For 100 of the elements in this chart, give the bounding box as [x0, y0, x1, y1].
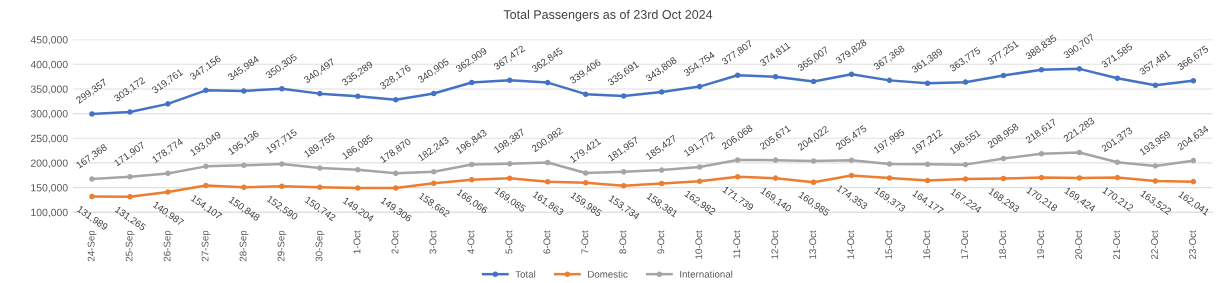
point	[506, 77, 513, 84]
y-tick-label: 450,000	[30, 36, 68, 45]
point	[165, 101, 171, 107]
point	[127, 194, 133, 200]
point	[1076, 175, 1083, 181]
x-tick-label: 23-Oct	[1189, 230, 1196, 259]
x-tick-label: 9-Oct	[657, 230, 665, 254]
point	[203, 182, 209, 189]
y-tick-label: 300,000	[30, 110, 68, 119]
point	[696, 164, 703, 170]
point	[241, 88, 247, 94]
point	[1152, 82, 1159, 89]
x-tick-label: 2-Oct	[391, 230, 399, 254]
point	[1190, 178, 1197, 185]
point	[468, 79, 475, 86]
x-tick-label: 11-Oct	[733, 230, 741, 259]
point	[886, 77, 893, 84]
point	[658, 167, 665, 173]
x-tick-label: 16-Oct	[923, 230, 931, 259]
point	[582, 179, 589, 186]
point	[1190, 157, 1197, 164]
legend-label: Domestic	[588, 270, 628, 278]
point	[317, 184, 323, 191]
point	[89, 176, 95, 182]
point	[848, 172, 855, 179]
point	[848, 71, 855, 78]
point	[544, 79, 551, 86]
y-tick-label: 250,000	[30, 134, 68, 144]
point	[658, 180, 665, 187]
point	[734, 174, 741, 180]
point	[734, 157, 741, 163]
point	[430, 180, 437, 187]
y-tick-label: 150,000	[31, 184, 68, 193]
point	[468, 161, 475, 168]
point	[772, 73, 779, 80]
point	[734, 72, 741, 79]
point	[1038, 67, 1045, 73]
x-tick-label: 4-Oct	[467, 230, 475, 254]
point	[355, 167, 361, 173]
x-tick-label: 24-Sep	[87, 230, 97, 262]
point	[1114, 75, 1121, 82]
point	[317, 165, 323, 171]
x-tick-label: 20-Oct	[1075, 230, 1083, 259]
point	[772, 175, 779, 181]
x-tick-label: 21-Oct	[1113, 230, 1121, 259]
point	[924, 161, 931, 168]
x-tick-label: 14-Oct	[847, 230, 855, 259]
point	[279, 183, 285, 190]
point	[430, 90, 437, 97]
point	[1152, 178, 1159, 184]
x-tick-label: 27-Sep	[201, 230, 211, 262]
point	[810, 78, 817, 85]
point	[544, 178, 551, 185]
y-tick-label: 100,000	[31, 208, 68, 218]
point	[1000, 175, 1007, 182]
point	[962, 161, 969, 168]
point	[1076, 149, 1083, 156]
point	[393, 185, 399, 191]
x-tick-label: 5-Oct	[505, 230, 513, 254]
point	[127, 174, 133, 180]
point	[620, 93, 627, 99]
x-tick-label: 19-Oct	[1037, 230, 1045, 259]
x-tick-label: 30-Sep	[315, 230, 325, 262]
point	[810, 179, 817, 185]
point	[1076, 66, 1083, 72]
legend-label: Total	[515, 270, 536, 278]
point	[89, 193, 95, 200]
point	[279, 86, 285, 92]
point	[279, 161, 285, 167]
x-tick-label: 10-Oct	[695, 230, 703, 259]
point	[203, 87, 209, 94]
x-tick-label: 13-Oct	[809, 230, 817, 259]
point	[165, 170, 171, 177]
point	[393, 96, 399, 103]
point	[241, 184, 247, 190]
x-tick-label: 26-Sep	[163, 230, 173, 262]
point	[1000, 155, 1007, 162]
x-tick-label: 22-Oct	[1151, 230, 1158, 259]
point	[1038, 150, 1045, 157]
point	[696, 83, 703, 90]
point	[430, 168, 437, 175]
point	[127, 109, 133, 115]
x-tick-label: 12-Oct	[771, 230, 779, 259]
legend-label: International	[680, 270, 733, 278]
x-tick-label: 3-Oct	[429, 230, 437, 254]
x-tick-label: 18-Oct	[999, 230, 1007, 259]
point	[924, 177, 931, 184]
x-tick-label: 8-Oct	[619, 230, 627, 254]
point	[1190, 77, 1197, 84]
point	[317, 90, 323, 97]
point	[886, 161, 893, 167]
point	[582, 170, 589, 176]
point	[165, 189, 171, 195]
point	[848, 157, 855, 164]
point	[658, 89, 665, 95]
point	[886, 175, 893, 181]
x-tick-label: 7-Oct	[581, 230, 589, 254]
point	[772, 157, 779, 163]
x-tick-label: 17-Oct	[961, 230, 969, 259]
point	[1000, 72, 1007, 79]
